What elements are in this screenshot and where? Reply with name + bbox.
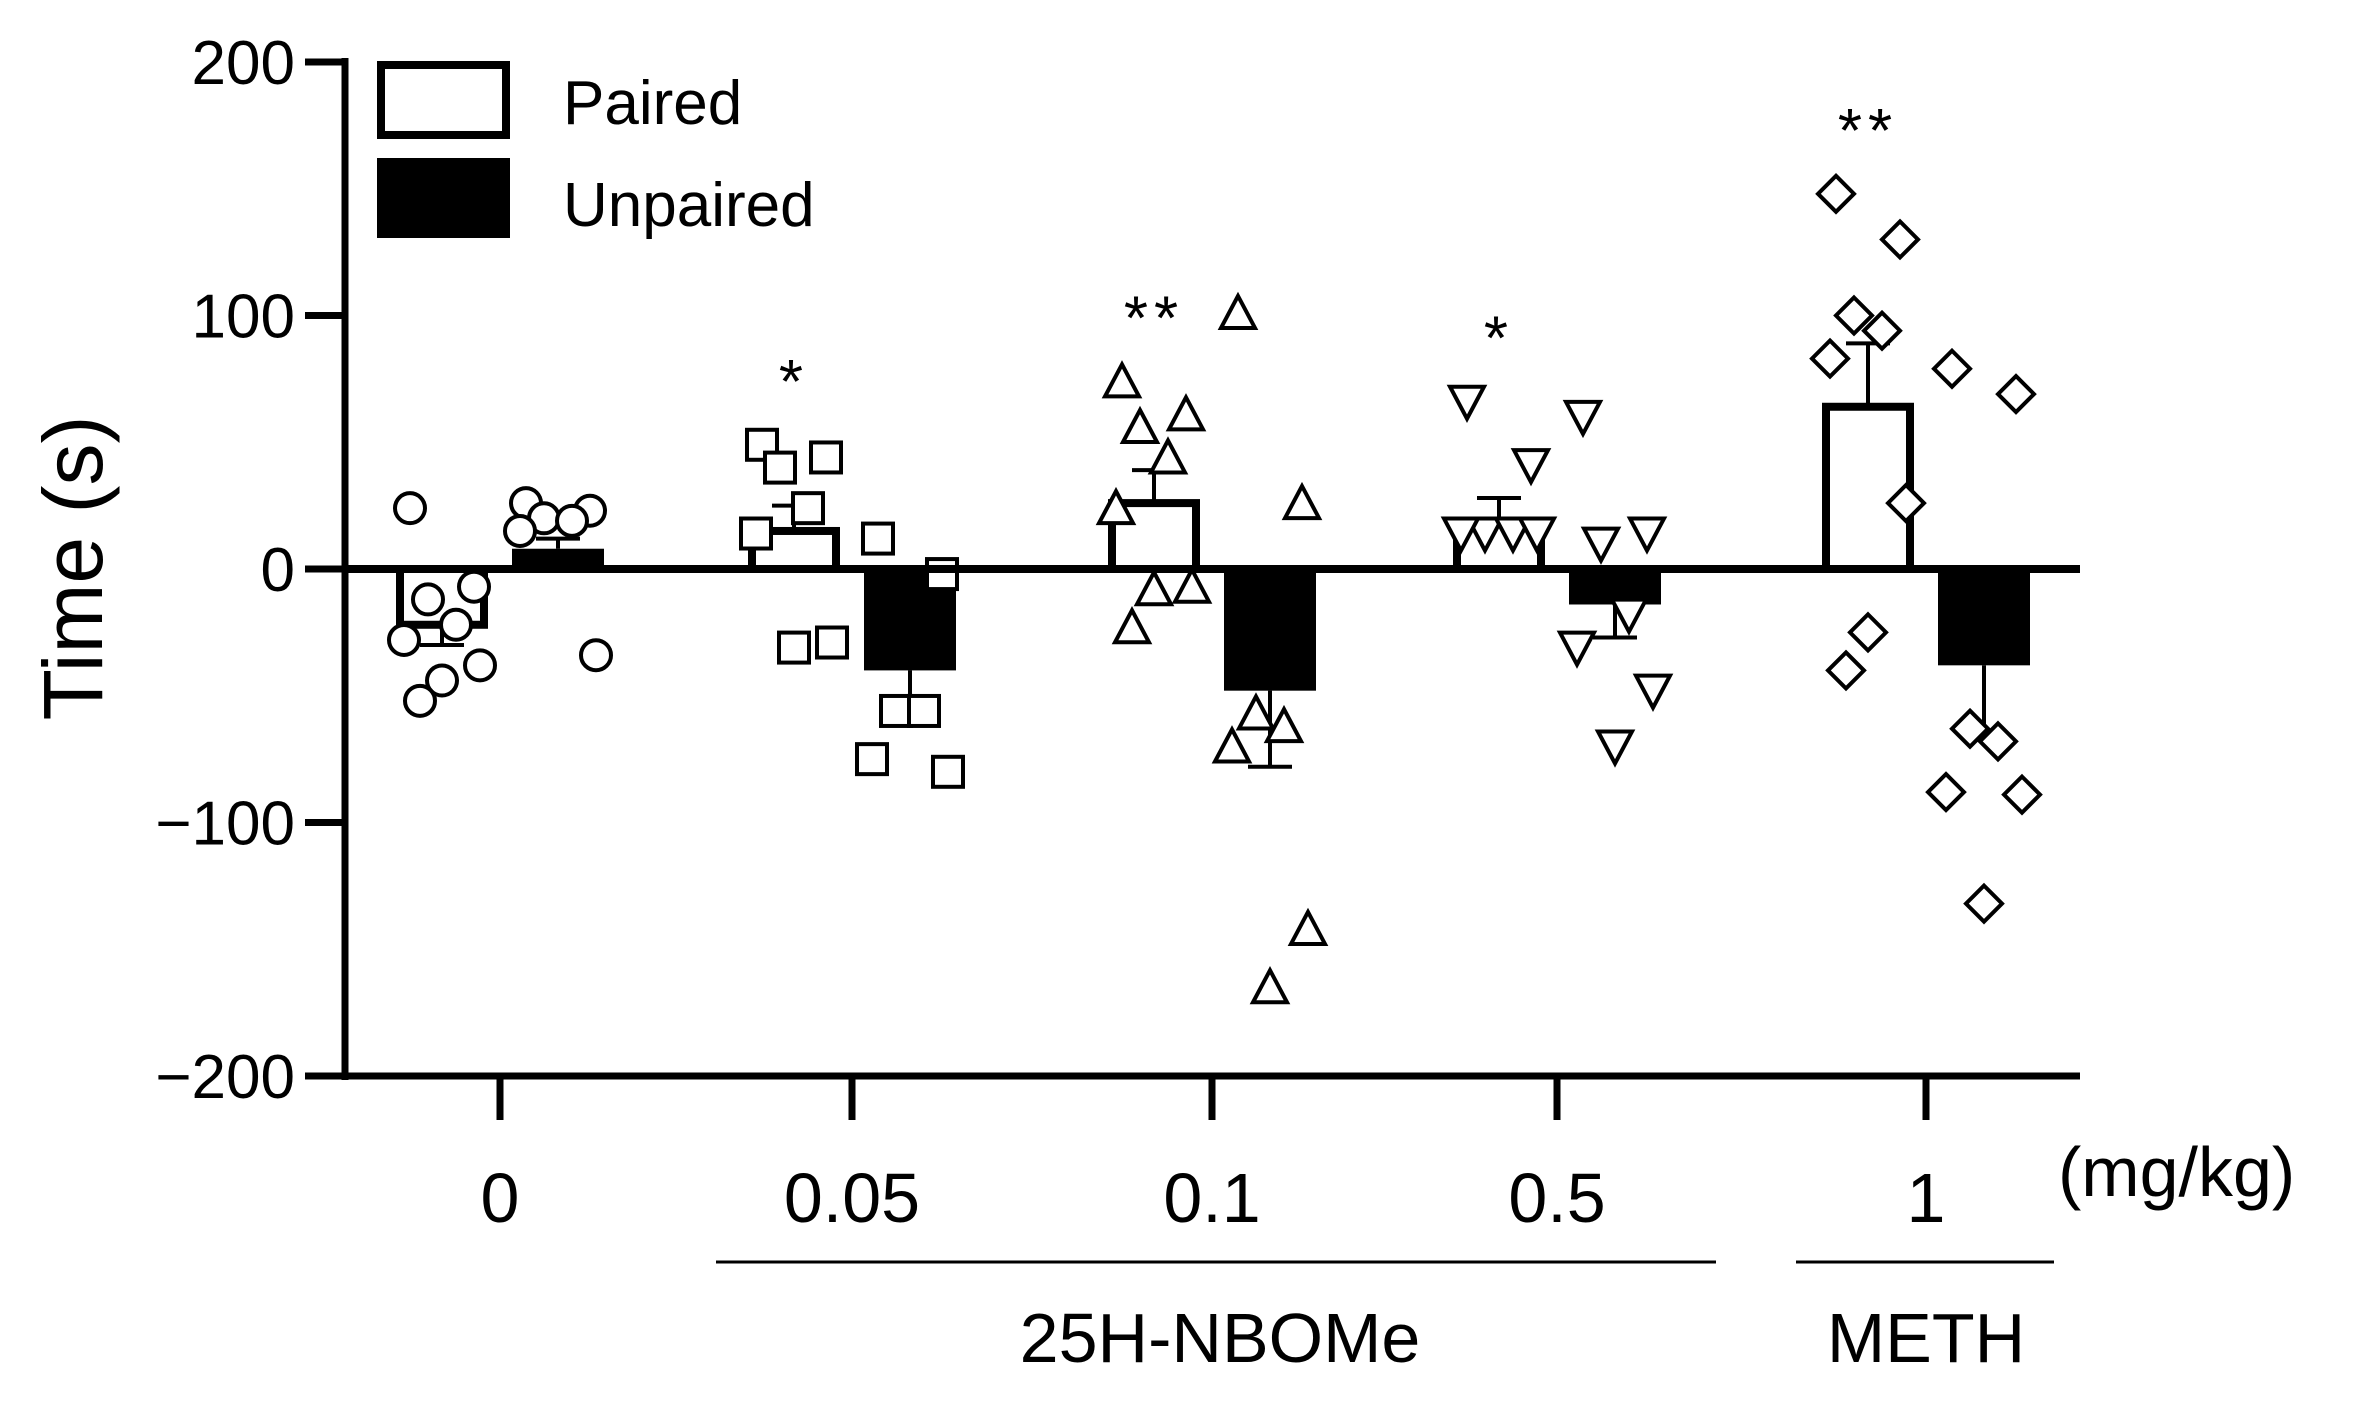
data-point xyxy=(1440,516,1482,555)
data-point xyxy=(403,683,437,718)
data-point xyxy=(1809,337,1851,380)
data-point xyxy=(1119,405,1161,445)
annotations: *** *** xyxy=(779,97,1898,417)
data-point xyxy=(1594,729,1636,768)
y-tick-label: 200 xyxy=(192,29,295,98)
data-point xyxy=(1925,771,1967,813)
data-point xyxy=(1235,692,1277,731)
unit-label: (mg/kg) xyxy=(2058,1133,2295,1211)
data-point xyxy=(1101,360,1143,399)
data-point xyxy=(425,663,459,698)
data-point xyxy=(387,622,421,657)
data-point xyxy=(1510,448,1552,487)
data-point xyxy=(579,638,613,673)
x-tick-label: 0.1 xyxy=(1163,1159,1260,1237)
error-bars xyxy=(420,341,2006,769)
data-point xyxy=(1931,347,1973,390)
bar xyxy=(1224,569,1316,691)
data-point xyxy=(739,516,773,551)
legend-label-paired: Paired xyxy=(563,69,742,138)
x-tick-label: 0.05 xyxy=(784,1159,920,1237)
legend-swatch-paired xyxy=(377,61,510,139)
data-point xyxy=(1608,597,1650,636)
x-tick-label: 1 xyxy=(1907,1159,1946,1237)
data-point xyxy=(931,754,965,789)
data-point xyxy=(777,630,811,665)
data-point xyxy=(457,569,491,604)
data-point xyxy=(439,607,473,642)
significance-marker: * xyxy=(779,348,809,417)
data-point xyxy=(763,450,797,485)
data-point xyxy=(1165,393,1207,432)
data-point xyxy=(925,557,959,592)
y-tick-label: 0 xyxy=(261,536,295,605)
data-point xyxy=(855,742,889,777)
data-point xyxy=(809,440,843,475)
data-points xyxy=(387,172,2043,1005)
data-point xyxy=(1111,606,1153,645)
legend-swatch-unpaired xyxy=(377,158,510,238)
data-point xyxy=(1147,436,1189,475)
data-point xyxy=(393,491,427,526)
data-point xyxy=(1963,882,2005,925)
data-point xyxy=(1287,907,1329,946)
data-point xyxy=(1556,630,1598,669)
data-point xyxy=(1095,486,1137,526)
data-point xyxy=(1171,565,1213,604)
data-point xyxy=(1211,725,1253,764)
data-point xyxy=(879,693,913,728)
data-point xyxy=(791,491,825,526)
y-tick-label: −200 xyxy=(155,1043,295,1112)
x-tick-label: 0 xyxy=(481,1159,520,1237)
data-point xyxy=(1446,384,1488,423)
data-point xyxy=(1516,516,1558,555)
data-point xyxy=(1263,704,1305,744)
data-point xyxy=(1847,611,1889,654)
data-point xyxy=(1626,516,1668,555)
data-point xyxy=(1977,720,2019,763)
data-point xyxy=(907,693,941,728)
data-point xyxy=(861,521,895,556)
bars xyxy=(396,402,2030,691)
data-point xyxy=(1879,218,1921,261)
significance-marker: ** xyxy=(1124,284,1184,353)
group-label-meth: METH xyxy=(1827,1299,2025,1377)
data-point xyxy=(1249,966,1291,1005)
bar xyxy=(512,548,604,569)
data-point xyxy=(815,625,849,660)
data-point xyxy=(1861,309,1903,352)
data-point xyxy=(1133,568,1175,607)
data-point xyxy=(1562,399,1604,439)
data-point xyxy=(1281,481,1323,521)
legend: Paired Unpaired xyxy=(377,61,815,240)
data-point xyxy=(463,648,497,683)
data-point xyxy=(1492,516,1534,555)
data-point xyxy=(1580,526,1622,565)
data-point xyxy=(1833,294,1875,337)
group-label-25h-nbome: 25H-NBOMe xyxy=(1020,1299,1421,1377)
data-point xyxy=(1464,516,1506,555)
data-point xyxy=(555,503,589,538)
data-point xyxy=(1815,172,1857,215)
data-point xyxy=(503,513,537,548)
axes: 200 100 0 −100 −200 0 0.05 0.1 0.5 1 xyxy=(155,29,2080,1237)
data-point xyxy=(1825,649,1867,692)
bar xyxy=(1938,569,2030,666)
significance-marker: ** xyxy=(1838,97,1898,166)
data-point xyxy=(411,582,445,617)
data-point xyxy=(1632,673,1674,712)
data-point xyxy=(2001,773,2043,816)
data-point xyxy=(1217,291,1259,330)
y-tick-label: 100 xyxy=(192,283,295,352)
data-point xyxy=(1995,373,2037,415)
y-axis-title: Time (s) xyxy=(26,416,120,721)
bar xyxy=(1822,402,1914,574)
data-point xyxy=(1885,482,1927,524)
significance-marker: * xyxy=(1484,305,1514,374)
legend-label-unpaired: Unpaired xyxy=(563,171,815,240)
y-tick-label: −100 xyxy=(155,790,295,859)
data-point xyxy=(1949,707,1991,750)
x-tick-label: 0.5 xyxy=(1508,1159,1605,1237)
